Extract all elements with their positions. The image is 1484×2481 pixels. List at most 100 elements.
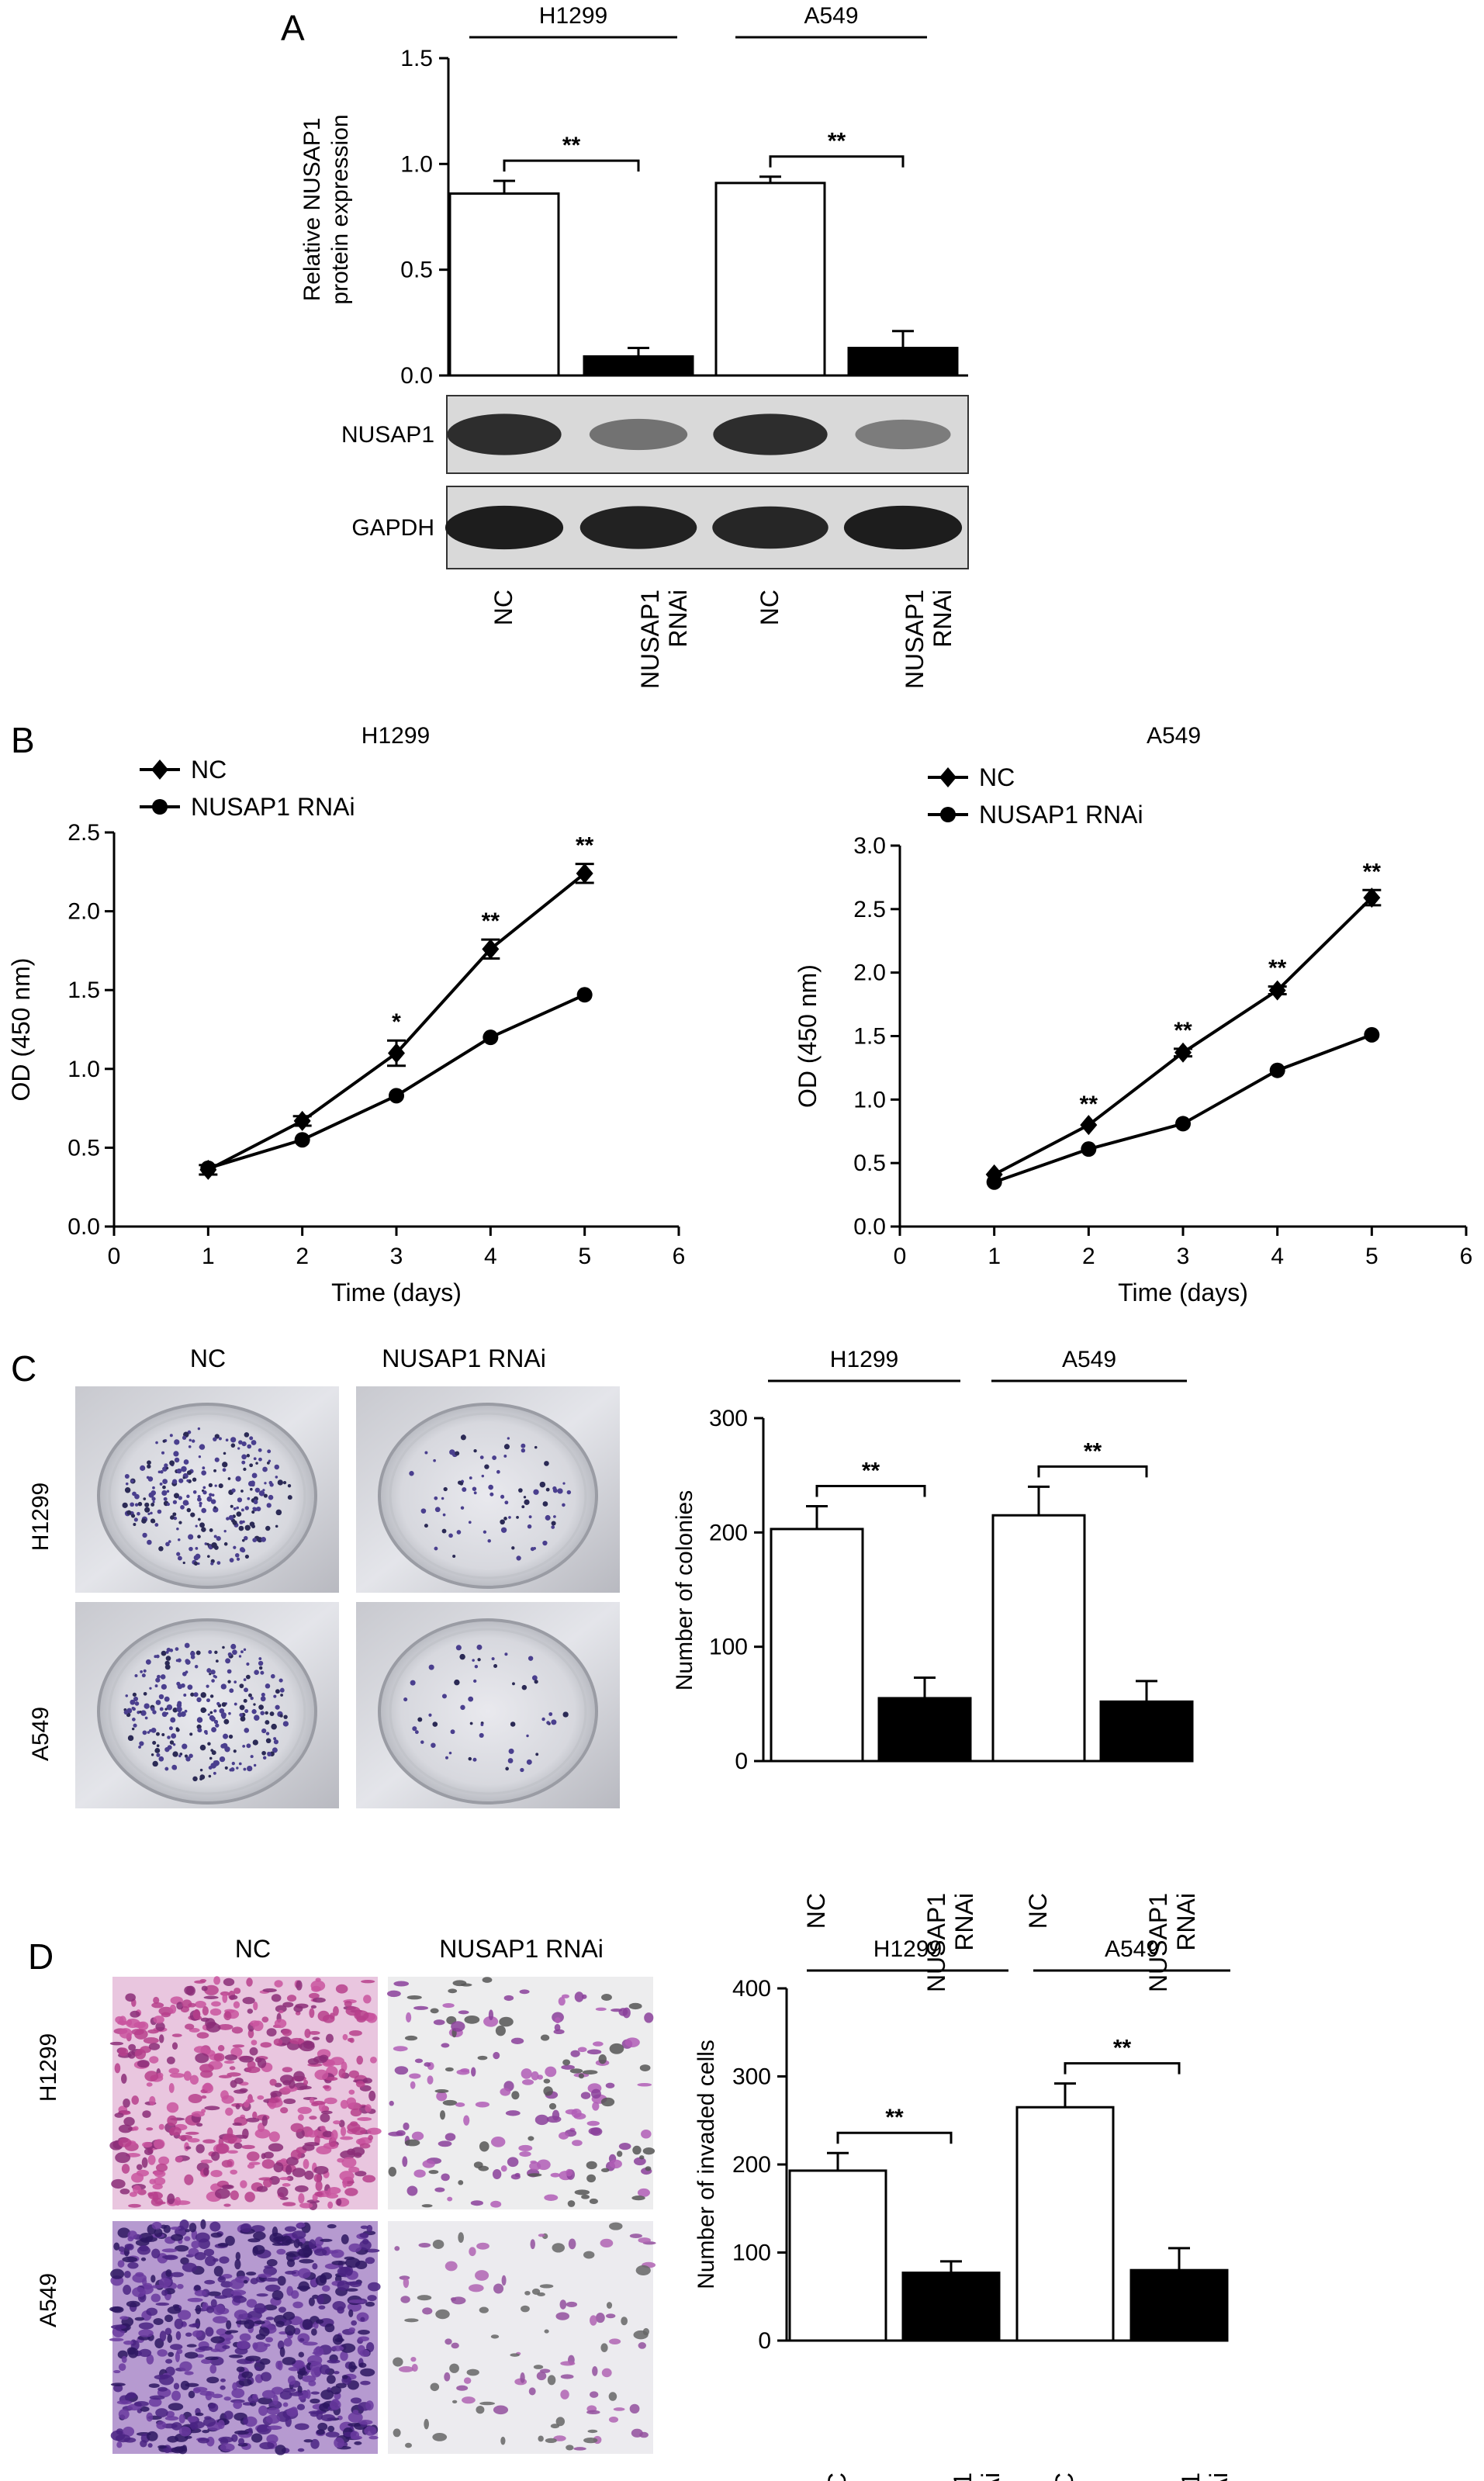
colony-dot bbox=[230, 1504, 233, 1508]
colony-dot bbox=[270, 1673, 275, 1679]
colony-dot bbox=[186, 1494, 190, 1498]
invasion-cell bbox=[204, 2279, 216, 2285]
invasion-cell bbox=[283, 2098, 296, 2105]
invasion-cell bbox=[246, 2117, 260, 2123]
colony-dot bbox=[161, 1683, 167, 1690]
invasion-cell bbox=[539, 2284, 554, 2289]
invasion-cell bbox=[490, 2136, 506, 2147]
invasion-cell bbox=[235, 2251, 241, 2261]
invasion-cell bbox=[175, 2351, 180, 2362]
invasion-cell bbox=[296, 2222, 306, 2228]
colony-dot bbox=[420, 1740, 424, 1744]
invasion-cell bbox=[278, 2010, 284, 2014]
colony-dot bbox=[216, 1701, 220, 1706]
b-h1299-ylabel: OD (450 nm) bbox=[7, 958, 35, 1102]
colony-dot bbox=[165, 1656, 171, 1661]
invasion-cell bbox=[299, 2258, 314, 2264]
colony-dot bbox=[503, 1454, 507, 1458]
colony-dot bbox=[240, 1508, 244, 1512]
invasion-cell bbox=[510, 2353, 520, 2357]
invasion-cell bbox=[350, 2397, 362, 2404]
colony-dot bbox=[183, 1693, 187, 1697]
invasion-cell bbox=[111, 2178, 126, 2189]
invasion-cell bbox=[254, 2320, 265, 2325]
invasion-cell bbox=[344, 2000, 352, 2008]
invasion-cell bbox=[154, 2228, 163, 2237]
colony-dot bbox=[272, 1747, 278, 1753]
blot-band bbox=[579, 506, 697, 549]
colony-dot bbox=[247, 1765, 253, 1772]
invasion-cell bbox=[114, 2112, 124, 2118]
colony-dot bbox=[152, 1710, 157, 1715]
invasion-cell bbox=[282, 2202, 296, 2206]
b-a549-legend-label: NC bbox=[979, 763, 1015, 791]
invasion-cell bbox=[297, 2268, 311, 2279]
invasion-cell bbox=[142, 2110, 151, 2119]
invasion-cell bbox=[369, 2056, 377, 2064]
invasion-cell bbox=[360, 2380, 371, 2386]
invasion-cell bbox=[348, 2243, 361, 2253]
invasion-cell bbox=[230, 2169, 238, 2175]
invasion-cell bbox=[139, 2245, 149, 2252]
c-bar bbox=[1099, 1700, 1194, 1763]
colony-dot bbox=[124, 1473, 130, 1479]
colony-dot bbox=[144, 1703, 150, 1709]
invasion-cell bbox=[553, 2029, 565, 2035]
invasion-cell bbox=[528, 2173, 542, 2177]
invasion-cell bbox=[261, 2389, 276, 2399]
colony-dot bbox=[125, 1482, 129, 1486]
colony-well-rim bbox=[108, 1628, 306, 1795]
invasion-cell bbox=[155, 2408, 168, 2417]
invasion-cell bbox=[475, 2270, 489, 2281]
invasion-cell bbox=[538, 2234, 545, 2237]
invasion-cell bbox=[266, 2425, 282, 2431]
colony-dot bbox=[443, 1486, 448, 1492]
colony-dot bbox=[275, 1689, 280, 1694]
invasion-cell bbox=[114, 2063, 121, 2074]
invasion-cell bbox=[258, 2273, 272, 2279]
invasion-cell bbox=[220, 2438, 229, 2445]
invasion-cell bbox=[364, 2248, 380, 2253]
invasion-cell bbox=[292, 2168, 306, 2178]
invasion-cell bbox=[233, 2400, 243, 2410]
colony-dot bbox=[526, 1734, 529, 1738]
c-ylabel: Number of colonies bbox=[672, 1490, 697, 1690]
invasion-cell bbox=[191, 2241, 200, 2249]
colony-dot bbox=[279, 1714, 283, 1718]
invasion-cell bbox=[544, 2329, 549, 2334]
invasion-cell bbox=[430, 2382, 440, 2392]
colony-dot bbox=[507, 1437, 510, 1440]
invasion-cell bbox=[185, 2229, 190, 2233]
invasion-cell bbox=[577, 2047, 587, 2053]
colony-dot bbox=[178, 1478, 184, 1483]
invasion-cell bbox=[123, 2116, 135, 2126]
invasion-cell bbox=[552, 2243, 566, 2253]
invasion-cell bbox=[464, 2015, 480, 2024]
colony-dot bbox=[455, 1645, 462, 1651]
invasion-cell bbox=[592, 2366, 598, 2376]
colony-dot bbox=[131, 1727, 135, 1731]
invasion-cell bbox=[298, 2192, 305, 2204]
invasion-cell bbox=[310, 2411, 319, 2417]
invasion-cell bbox=[223, 1978, 235, 1986]
invasion-cell bbox=[284, 2226, 297, 2232]
invasion-cell bbox=[333, 2120, 341, 2125]
invasion-cell bbox=[150, 2293, 161, 2303]
colony-dot bbox=[243, 1535, 248, 1541]
invasion-cell bbox=[203, 2167, 209, 2176]
colony-dot bbox=[127, 1735, 134, 1742]
colony-dot bbox=[258, 1704, 264, 1710]
colony-dot bbox=[157, 1470, 161, 1474]
invasion-cell bbox=[452, 1980, 467, 1987]
invasion-cell bbox=[188, 2094, 202, 2103]
colony-dot bbox=[428, 1664, 434, 1670]
colony-dot bbox=[207, 1713, 210, 1716]
invasion-cell bbox=[601, 1994, 612, 2001]
invasion-cell bbox=[251, 2040, 258, 2046]
invasion-cell bbox=[172, 2304, 180, 2308]
invasion-cell bbox=[590, 2391, 599, 2398]
invasion-cell bbox=[583, 2251, 595, 2259]
invasion-cell bbox=[367, 2127, 382, 2135]
invasion-cell bbox=[146, 2412, 154, 2422]
